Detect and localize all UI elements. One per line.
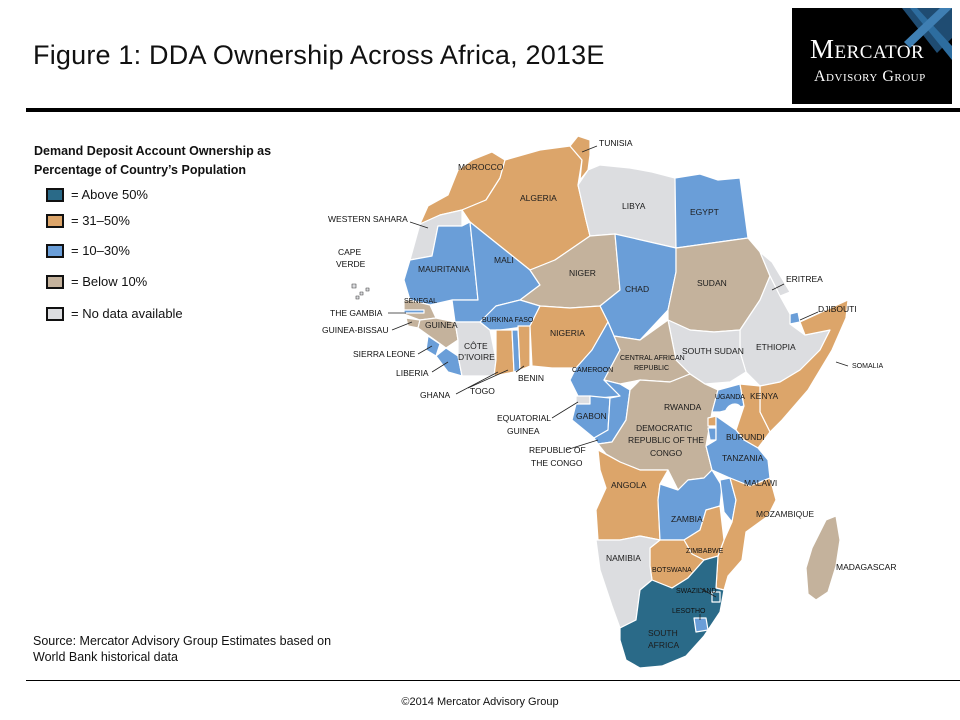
legend-title: Demand Deposit Account Ownership as Perc… bbox=[34, 144, 272, 177]
label-tanzania: TANZANIA bbox=[722, 453, 764, 463]
label-nigeria: NIGERIA bbox=[550, 328, 585, 338]
legend-label: = 10–30% bbox=[71, 243, 130, 258]
label-cape-verde-1: CAPE bbox=[338, 247, 361, 257]
label-drc-3: CONGO bbox=[650, 448, 683, 458]
legend-swatch bbox=[46, 244, 64, 258]
logo-line-2: Advisory Group bbox=[814, 68, 926, 85]
legend-label: = No data available bbox=[71, 306, 183, 321]
footer-divider bbox=[26, 680, 960, 681]
label-mozambique: MOZAMBIQUE bbox=[756, 509, 814, 519]
label-gambia: THE GAMBIA bbox=[330, 308, 383, 318]
country-guinea bbox=[417, 317, 459, 349]
source-note: Source: Mercator Advisory Group Estimate… bbox=[33, 634, 332, 664]
label-botswana: BOTSWANA bbox=[652, 567, 692, 574]
copyright: ©2014 Mercator Advisory Group bbox=[401, 696, 559, 708]
label-madagascar: MADAGASCAR bbox=[836, 562, 896, 572]
label-burundi: BURUNDI bbox=[726, 432, 765, 442]
label-ethiopia: ETHIOPIA bbox=[756, 342, 796, 352]
country-south-africa bbox=[619, 555, 725, 669]
label-liberia: LIBERIA bbox=[396, 368, 429, 378]
label-sudan: SUDAN bbox=[697, 278, 727, 288]
label-eq-guinea-1: EQUATORIAL bbox=[497, 413, 551, 423]
label-mauritania: MAURITANIA bbox=[418, 264, 470, 274]
label-south-sudan: SOUTH SUDAN bbox=[682, 346, 744, 356]
label-guinea: GUINEA bbox=[425, 320, 458, 330]
label-rwanda: RWANDA bbox=[664, 402, 702, 412]
label-libya: LIBYA bbox=[622, 201, 646, 211]
label-egypt: EGYPT bbox=[690, 207, 719, 217]
label-south-africa-1: SOUTH bbox=[648, 628, 678, 638]
country-madagascar bbox=[805, 515, 841, 601]
label-eritrea: ERITREA bbox=[786, 274, 823, 284]
label-mali: MALI bbox=[494, 255, 514, 265]
label-cameroon: CAMEROON bbox=[572, 367, 613, 374]
label-cape-verde-2: VERDE bbox=[336, 259, 366, 269]
country-lake-victoria bbox=[725, 403, 743, 421]
label-drc-1: DEMOCRATIC bbox=[636, 423, 693, 433]
label-guinea-bissau: GUINEA-BISSAU bbox=[322, 325, 389, 335]
logo-x-mark bbox=[902, 8, 952, 60]
label-senegal: SENEGAL bbox=[404, 298, 437, 305]
label-car-2: REPUBLIC bbox=[634, 365, 669, 372]
label-lesotho: LESOTHO bbox=[672, 608, 706, 615]
label-kenya: KENYA bbox=[750, 391, 779, 401]
label-burkina-faso: BURKINA FASO bbox=[482, 317, 534, 324]
label-uganda: UGANDA bbox=[715, 394, 745, 401]
country-burundi bbox=[707, 427, 717, 441]
legend-label: = Below 10% bbox=[71, 274, 148, 289]
label-gabon: GABON bbox=[576, 411, 607, 421]
label-swaziland: SWAZILAND bbox=[676, 588, 717, 595]
country-mozambique bbox=[715, 477, 777, 591]
label-drc-2: REPUBLIC OF THE bbox=[628, 435, 704, 445]
label-zimbabwe: ZIMBABWE bbox=[686, 548, 724, 555]
label-south-africa-2: AFRICA bbox=[648, 640, 680, 650]
label-congo-1: REPUBLIC OF bbox=[529, 445, 586, 455]
title-divider bbox=[26, 108, 960, 112]
label-djibouti: DJIBOUTI bbox=[818, 304, 857, 314]
label-morocco: MOROCCO bbox=[458, 162, 504, 172]
label-eq-guinea-2: GUINEA bbox=[507, 426, 540, 436]
legend-swatch bbox=[46, 275, 64, 289]
country-rwanda bbox=[707, 415, 717, 427]
label-malawi: MALAWI bbox=[744, 478, 777, 488]
label-congo-2: THE CONGO bbox=[531, 458, 583, 468]
country-gambia bbox=[403, 309, 425, 314]
label-western-sahara: WESTERN SAHARA bbox=[328, 214, 408, 224]
label-chad: CHAD bbox=[625, 284, 649, 294]
mercator-logo: Mercator Advisory Group bbox=[792, 8, 952, 104]
legend-swatch bbox=[46, 214, 64, 228]
label-algeria: ALGERIA bbox=[520, 193, 557, 203]
label-zambia: ZAMBIA bbox=[671, 514, 703, 524]
country-eq-guinea bbox=[575, 395, 591, 405]
legend-swatch bbox=[46, 188, 64, 202]
label-angola: ANGOLA bbox=[611, 480, 647, 490]
label-cote-2: D’IVOIRE bbox=[458, 352, 495, 362]
label-sierra-leone: SIERRA LEONE bbox=[353, 349, 416, 359]
logo-line-1: Mercator bbox=[810, 34, 925, 64]
country-ghana bbox=[493, 329, 515, 377]
page-title: Figure 1: DDA Ownership Across Africa, 2… bbox=[33, 40, 605, 70]
label-togo: TOGO bbox=[470, 386, 495, 396]
legend-swatch bbox=[46, 307, 64, 321]
label-ghana: GHANA bbox=[420, 390, 451, 400]
country-lesotho bbox=[693, 617, 709, 633]
leader-lines bbox=[388, 145, 849, 620]
label-tunisia: TUNISIA bbox=[599, 138, 633, 148]
label-benin: BENIN bbox=[518, 373, 544, 383]
label-car-1: CENTRAL AFRICAN bbox=[620, 355, 685, 362]
legend-label: = 31–50% bbox=[71, 213, 130, 228]
country-djibouti bbox=[789, 311, 801, 325]
label-somalia: SOMALIA bbox=[852, 363, 883, 370]
country-tunisia bbox=[569, 135, 591, 181]
country-cape-verde bbox=[351, 283, 370, 300]
label-cote-1: CÔTE bbox=[464, 341, 488, 351]
legend-label: = Above 50% bbox=[71, 187, 148, 202]
label-namibia: NAMIBIA bbox=[606, 553, 641, 563]
label-niger: NIGER bbox=[569, 268, 596, 278]
country-benin bbox=[517, 325, 531, 371]
